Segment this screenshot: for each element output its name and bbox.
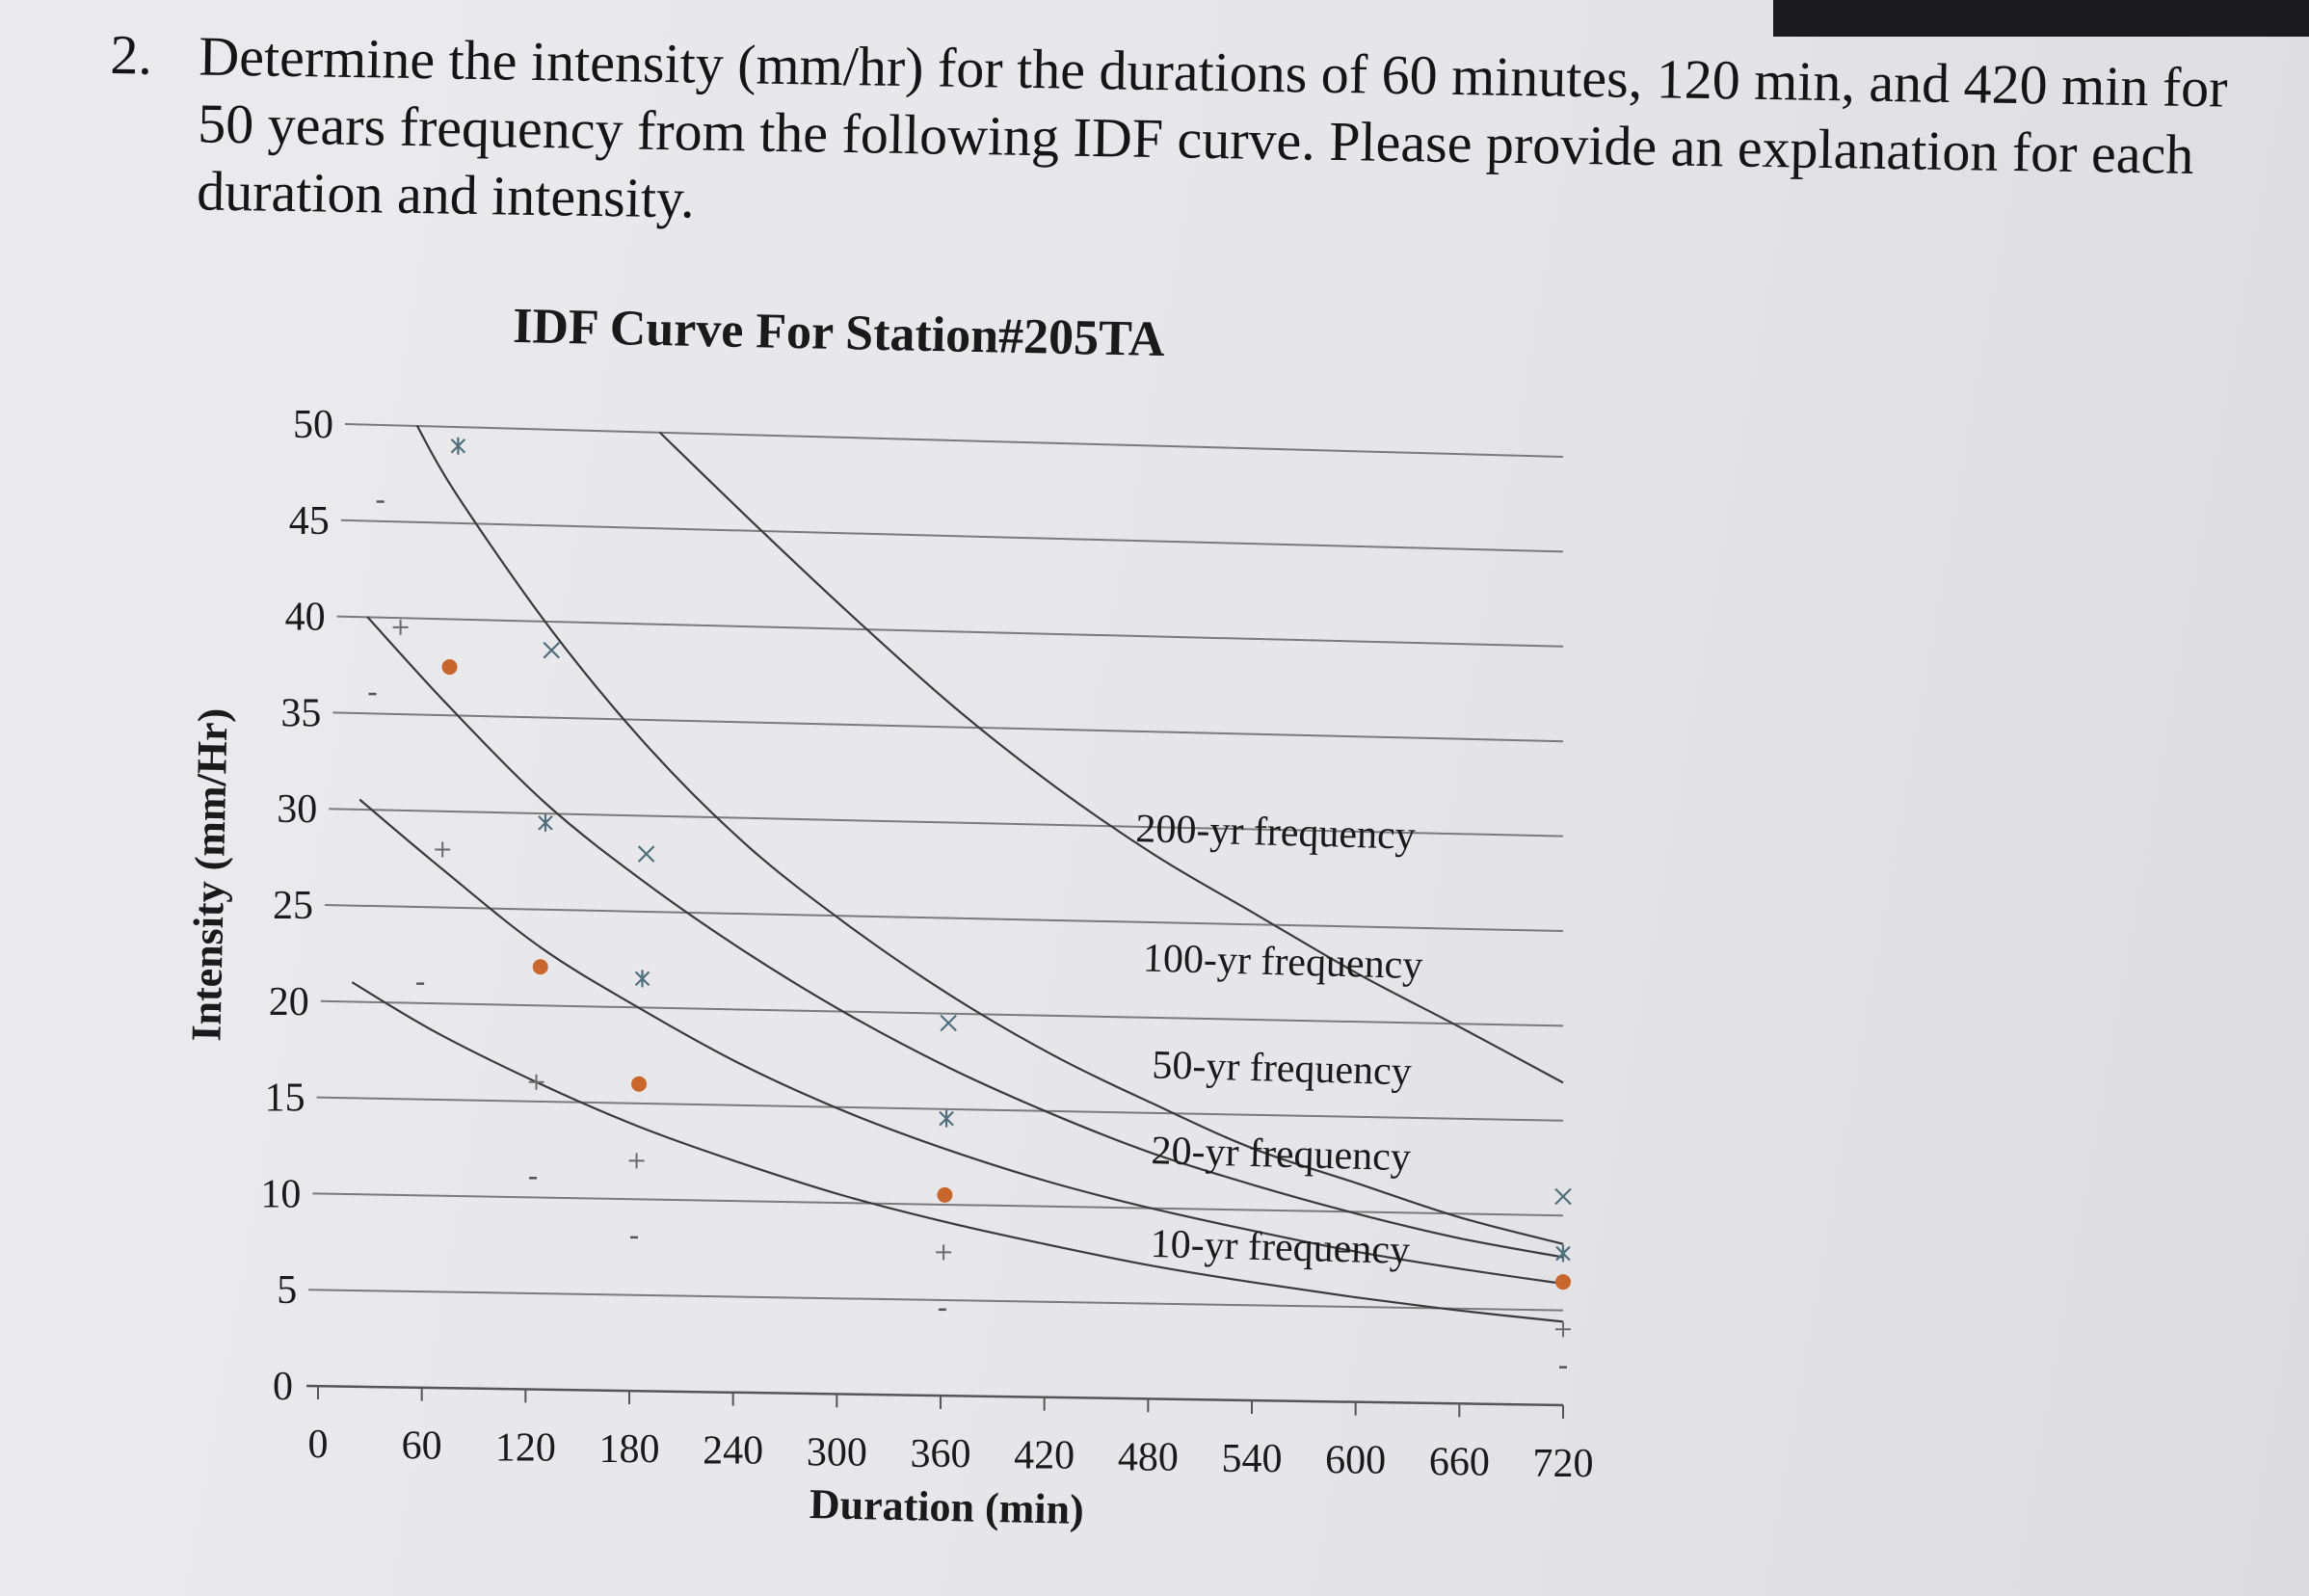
x-tick-label-600: 600 (1325, 1439, 1386, 1483)
gridline-y-15 (316, 1096, 1564, 1122)
marker-star-11 (634, 970, 650, 988)
chart-curves (351, 425, 1564, 1323)
y-tick-label-45: 45 (289, 499, 330, 544)
curve-50-yr (366, 616, 1564, 1259)
y-tick-label-10: 10 (260, 1172, 301, 1216)
y-tick-label-5: 5 (277, 1268, 297, 1313)
y-tick-label-50: 50 (293, 403, 333, 447)
y-tick-label-30: 30 (277, 787, 317, 832)
marker-dot-3 (937, 1186, 953, 1203)
marker-x-7 (940, 1014, 957, 1032)
marker-plus-15 (435, 841, 451, 858)
monitor-top-edge (1773, 0, 2309, 37)
curve-20-yr (358, 798, 1564, 1286)
marker-star-9 (450, 437, 466, 455)
marker-x-6 (637, 845, 655, 863)
chart-markers (368, 437, 1572, 1369)
chart-axes (305, 1384, 1564, 1419)
x-tick-label-540: 540 (1222, 1437, 1283, 1481)
series-label-200-yr: 200-yr frequency (1135, 807, 1416, 859)
y-tick-label-20: 20 (269, 980, 309, 1024)
chart-grid (308, 423, 1564, 1312)
series-label-10-yr: 10-yr frequency (1150, 1222, 1410, 1273)
marker-plus-16 (528, 1074, 544, 1090)
curve-100-yr (415, 425, 1564, 1245)
x-tick-label-300: 300 (807, 1430, 867, 1475)
marker-dot-0 (441, 659, 458, 676)
y-tick-label-25: 25 (273, 884, 313, 928)
gridline-y-25 (324, 904, 1564, 932)
x-tick-label-660: 660 (1429, 1440, 1490, 1484)
marker-plus-14 (392, 619, 409, 635)
gridline-y-35 (332, 711, 1564, 743)
y-tick-label-0: 0 (273, 1365, 293, 1409)
x-tick-label-420: 420 (1014, 1434, 1075, 1478)
marker-dot-4 (1555, 1274, 1571, 1290)
x-axis-line (305, 1384, 1564, 1407)
x-axis-title: Duration (min) (809, 1480, 1084, 1533)
marker-plus-17 (628, 1153, 645, 1169)
gridline-y-20 (320, 999, 1564, 1027)
x-tick-label-0: 0 (308, 1423, 329, 1467)
marker-dot-2 (631, 1076, 648, 1092)
marker-x-5 (543, 641, 561, 659)
x-tick-label-720: 720 (1533, 1442, 1594, 1486)
gridline-y-40 (336, 615, 1564, 648)
x-tick-label-180: 180 (599, 1427, 660, 1472)
y-tick-label-35: 35 (280, 691, 321, 735)
series-label-100-yr: 100-yr frequency (1142, 937, 1422, 989)
marker-plus-18 (936, 1244, 952, 1261)
x-tick-label-60: 60 (402, 1424, 442, 1469)
gridline-y-30 (329, 808, 1564, 838)
y-tick-label-15: 15 (265, 1077, 305, 1121)
chart-labels: 0 5 10 15 20 25 30 35 40 45 50 0 60 120 180 240 300 360 42… (260, 403, 1593, 1486)
gridline-y-5 (308, 1289, 1564, 1312)
x-tick-label-240: 240 (703, 1429, 763, 1474)
chart-title: IDF Curve For Station#205TA (513, 299, 1166, 367)
gridline-y-45 (340, 519, 1564, 553)
x-tick-label-480: 480 (1118, 1435, 1179, 1479)
gridline-y-50 (344, 423, 1564, 458)
series-label-50-yr: 50-yr frequency (1152, 1043, 1412, 1094)
series-label-20-yr: 20-yr frequency (1151, 1129, 1411, 1180)
gridline-y-10 (312, 1192, 1564, 1217)
y-tick-label-40: 40 (285, 596, 326, 640)
y-axis-title: Intensity (mm/Hr) (182, 707, 236, 1042)
x-tick-label-120: 120 (495, 1425, 556, 1470)
marker-x-8 (1554, 1187, 1572, 1206)
marker-dot-1 (532, 959, 548, 975)
marker-star-13 (1555, 1244, 1571, 1263)
x-tick-label-360: 360 (911, 1432, 971, 1476)
marker-plus-19 (1555, 1321, 1571, 1338)
marker-star-12 (939, 1109, 954, 1128)
marker-star-10 (538, 813, 553, 832)
curve-200-yr (658, 431, 1564, 1084)
